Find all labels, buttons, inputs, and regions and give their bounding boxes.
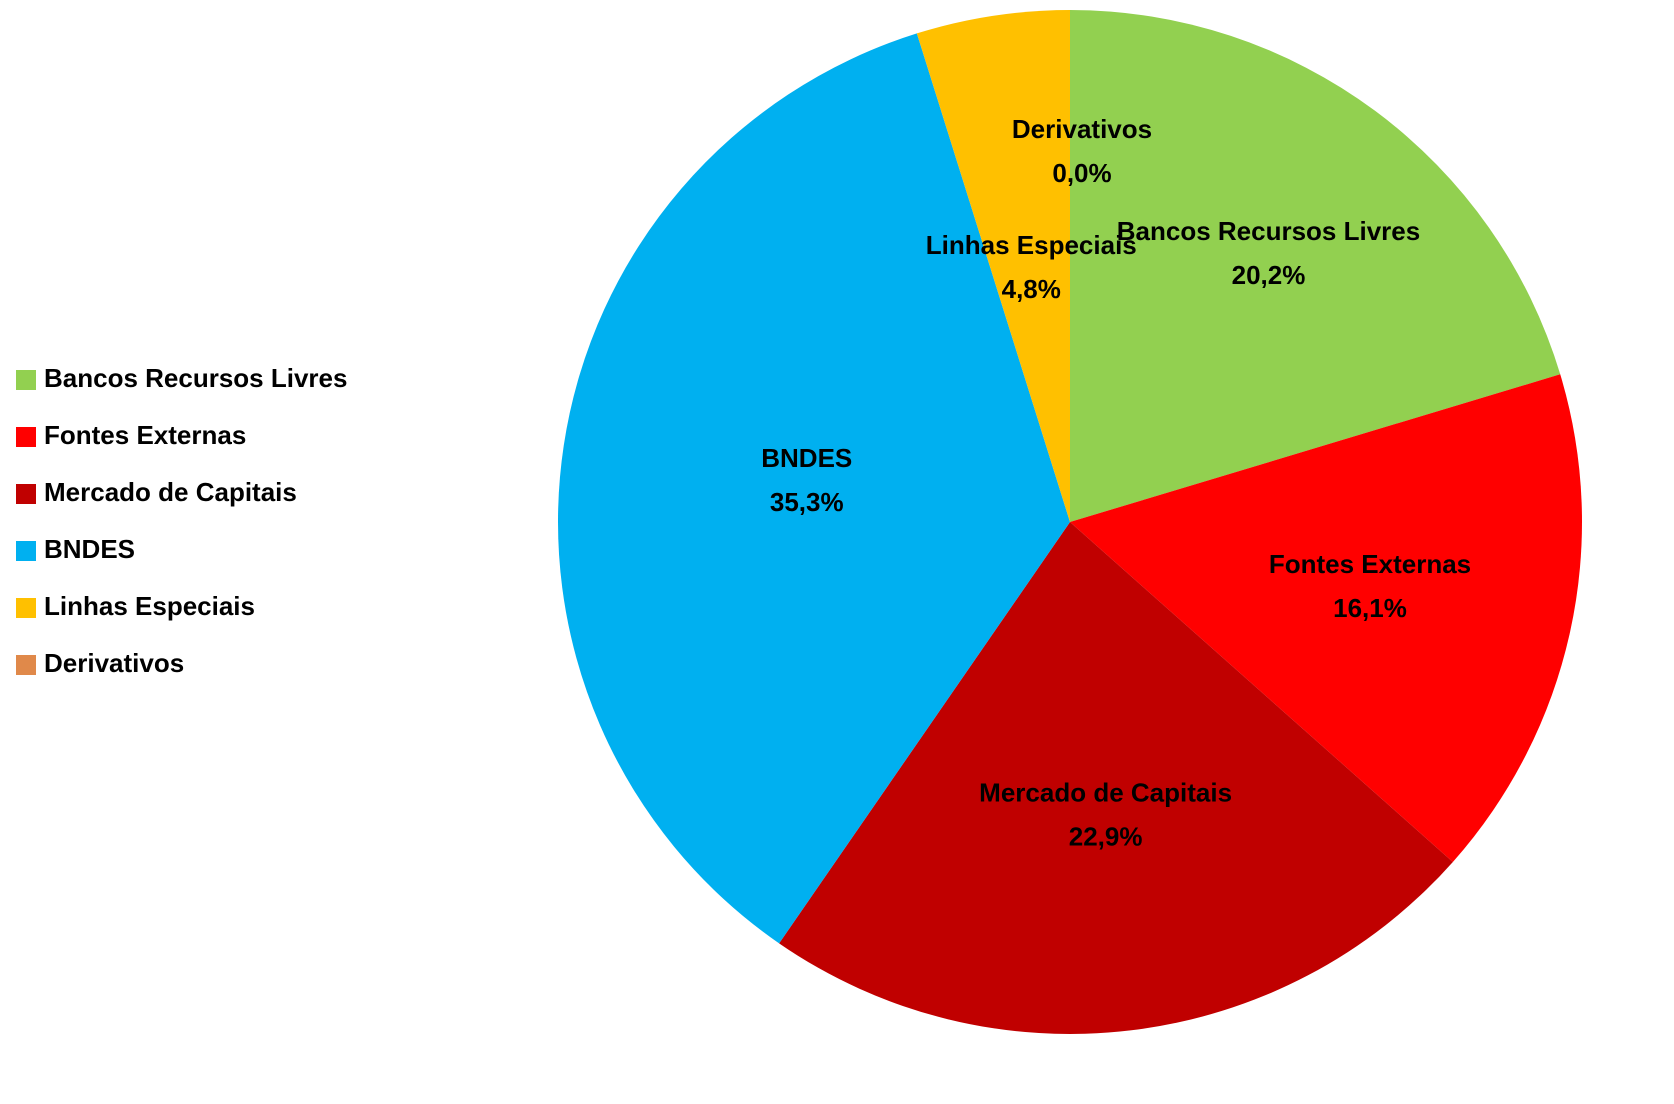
- pie-slice: [1070, 10, 1561, 522]
- legend-swatch: [16, 655, 36, 675]
- legend-swatch: [16, 427, 36, 447]
- slice-label-name: Bancos Recursos Livres: [1117, 216, 1420, 246]
- legend-label: Bancos Recursos Livres: [44, 363, 347, 393]
- slice-label-name: Mercado de Capitais: [979, 778, 1232, 808]
- slice-label-value: 4,8%: [1002, 274, 1061, 304]
- legend-label: Linhas Especiais: [44, 591, 255, 621]
- slice-label-value: 22,9%: [1069, 822, 1143, 852]
- slice-label-name: Derivativos: [1012, 114, 1152, 144]
- legend-label: Derivativos: [44, 648, 184, 678]
- pie-slice: [1070, 374, 1582, 862]
- slice-label-value: 16,1%: [1333, 593, 1407, 623]
- legend-label: Mercado de Capitais: [44, 477, 297, 507]
- pie-slice: [916, 10, 1070, 522]
- legend-swatch: [16, 370, 36, 390]
- pie-slice: [779, 522, 1453, 1034]
- legend-label: BNDES: [44, 534, 135, 564]
- slice-label-value: 20,2%: [1232, 260, 1306, 290]
- legend-swatch: [16, 541, 36, 561]
- legend-swatch: [16, 484, 36, 504]
- slice-label-name: BNDES: [761, 443, 852, 473]
- slice-label-name: Fontes Externas: [1269, 549, 1471, 579]
- slice-label-value: 0,0%: [1052, 158, 1111, 188]
- legend-label: Fontes Externas: [44, 420, 246, 450]
- slice-label-name: Linhas Especiais: [926, 230, 1137, 260]
- slice-label-value: 35,3%: [770, 487, 844, 517]
- pie-slice: [558, 33, 1070, 944]
- legend-swatch: [16, 598, 36, 618]
